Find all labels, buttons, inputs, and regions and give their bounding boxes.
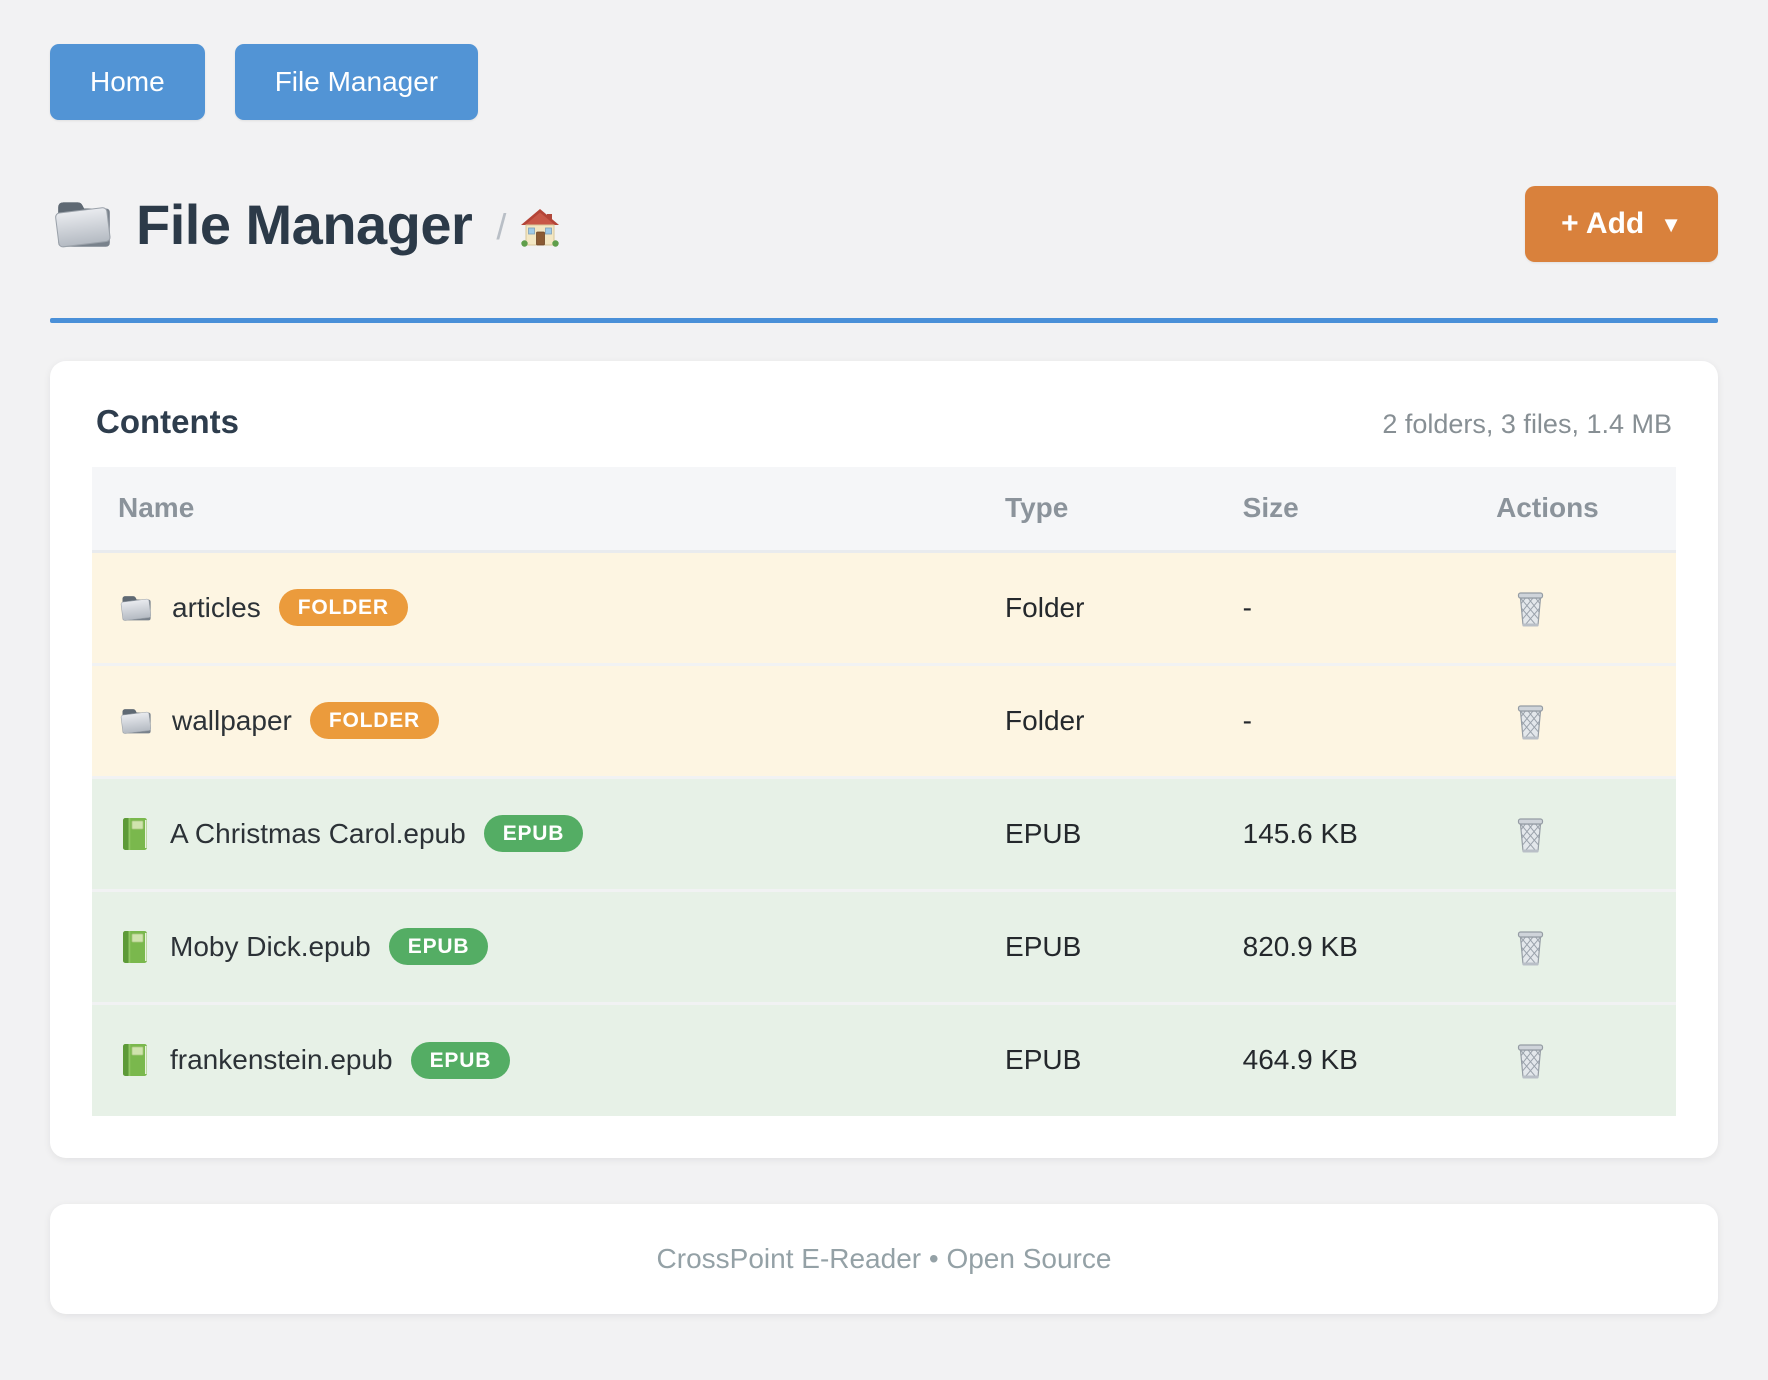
delete-button[interactable]	[1508, 697, 1553, 745]
add-button[interactable]: + Add ▼	[1525, 186, 1718, 262]
actions-cell	[1470, 777, 1676, 890]
delete-button[interactable]	[1508, 1036, 1553, 1084]
top-nav: Home File Manager	[50, 44, 1718, 120]
file-name-link[interactable]: articles	[172, 591, 261, 623]
type-cell: EPUB	[1005, 930, 1082, 962]
title-underline	[50, 318, 1718, 323]
green-book-icon	[122, 1043, 148, 1077]
table-header-row: Name Type Size Actions	[92, 467, 1676, 551]
trash-icon	[1512, 927, 1549, 967]
green-book-icon	[122, 817, 148, 850]
type-badge: EPUB	[483, 815, 584, 852]
table-row: Moby Dick.epub EPUB EPUB 820.9 KB	[92, 890, 1676, 1003]
delete-button[interactable]	[1508, 923, 1553, 971]
chevron-down-icon: ▼	[1660, 212, 1682, 237]
file-name-link[interactable]: A Christmas Carol.epub	[170, 817, 466, 849]
file-table: Name Type Size Actions articles FOLDER F…	[92, 467, 1676, 1116]
actions-cell	[1470, 551, 1676, 664]
breadcrumb-home[interactable]	[520, 208, 560, 248]
actions-cell	[1470, 664, 1676, 777]
footer-text: CrossPoint E-Reader • Open Source	[656, 1243, 1112, 1274]
file-name-link[interactable]: frankenstein.epub	[170, 1044, 393, 1076]
size-cell: 464.9 KB	[1242, 1044, 1358, 1076]
name-cell: wallpaper FOLDER	[92, 664, 979, 777]
trash-icon	[1512, 701, 1549, 741]
column-header-type: Type	[1005, 492, 1069, 524]
delete-button[interactable]	[1508, 584, 1553, 632]
name-cell: A Christmas Carol.epub EPUB	[92, 777, 979, 890]
type-cell: EPUB	[1005, 817, 1082, 849]
size-cell: 820.9 KB	[1242, 930, 1358, 962]
table-row: frankenstein.epub EPUB EPUB 464.9 KB	[92, 1003, 1676, 1116]
type-cell: EPUB	[1005, 1044, 1082, 1076]
type-cell: Folder	[1005, 704, 1085, 736]
size-cell: -	[1242, 704, 1252, 736]
column-header-actions: Actions	[1496, 492, 1599, 524]
file-manager-page: Home File Manager File Manager / + Add ▼…	[50, 44, 1718, 1314]
folder-icon	[120, 595, 152, 621]
nav-button-home[interactable]: Home	[50, 44, 205, 120]
table-body: articles FOLDER Folder - wallpaper FOLDE…	[92, 551, 1676, 1116]
type-cell: Folder	[1005, 591, 1085, 623]
delete-button[interactable]	[1508, 810, 1553, 858]
panel-title: Contents	[96, 403, 239, 440]
table-row: articles FOLDER Folder -	[92, 551, 1676, 664]
file-name-link[interactable]: Moby Dick.epub	[170, 930, 371, 962]
footer-card: CrossPoint E-Reader • Open Source	[50, 1204, 1718, 1314]
trash-icon	[1512, 1040, 1549, 1080]
type-badge: EPUB	[410, 1041, 511, 1079]
nav-button-file-manager[interactable]: File Manager	[234, 44, 479, 120]
page-header: File Manager / + Add ▼	[50, 186, 1718, 262]
name-cell: Moby Dick.epub EPUB	[92, 890, 979, 1003]
name-cell: articles FOLDER	[92, 551, 979, 664]
folder-icon	[120, 708, 152, 734]
type-badge: EPUB	[388, 928, 489, 965]
type-badge: FOLDER	[309, 702, 439, 739]
actions-cell	[1470, 1003, 1676, 1116]
actions-cell	[1470, 890, 1676, 1003]
folder-icon	[54, 201, 112, 248]
contents-card: Contents 2 folders, 3 files, 1.4 MB Name…	[50, 361, 1718, 1158]
size-cell: 145.6 KB	[1242, 817, 1358, 849]
contents-summary: 2 folders, 3 files, 1.4 MB	[1382, 409, 1672, 439]
green-book-icon	[122, 930, 148, 963]
table-row: A Christmas Carol.epub EPUB EPUB 145.6 K…	[92, 777, 1676, 890]
file-name-link[interactable]: wallpaper	[172, 704, 292, 736]
breadcrumb-separator: /	[496, 206, 507, 247]
type-badge: FOLDER	[278, 589, 408, 626]
table-row: wallpaper FOLDER Folder -	[92, 664, 1676, 777]
house-icon	[520, 208, 560, 248]
add-button-label: + Add	[1561, 207, 1645, 240]
size-cell: -	[1242, 591, 1252, 623]
name-cell: frankenstein.epub EPUB	[92, 1003, 979, 1116]
column-header-name: Name	[118, 492, 195, 524]
page-title: File Manager	[136, 192, 473, 256]
trash-icon	[1512, 814, 1549, 854]
trash-icon	[1512, 588, 1549, 628]
column-header-size: Size	[1242, 492, 1299, 524]
